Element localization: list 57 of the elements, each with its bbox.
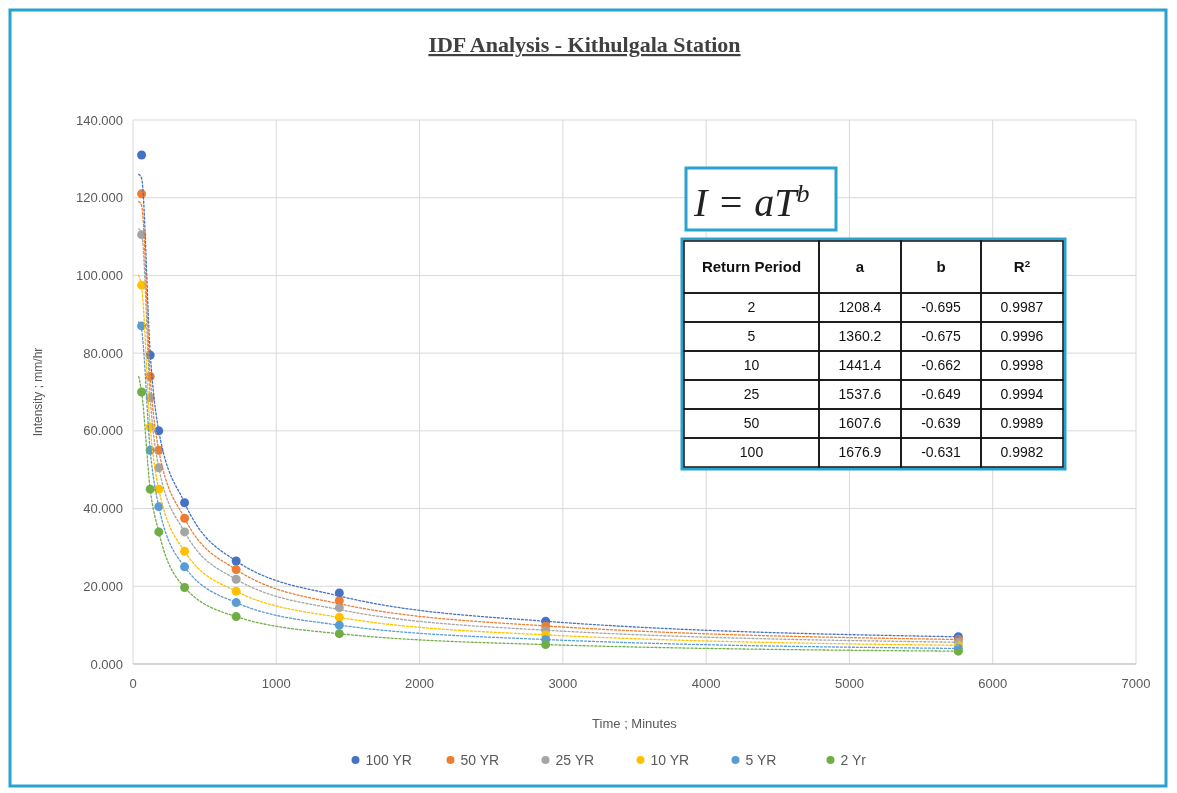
legend-label: 10 YR bbox=[650, 751, 690, 768]
annotation: a bbox=[855, 258, 865, 276]
legend-label: 100 YR bbox=[365, 751, 412, 768]
annotation: 1360.2 bbox=[838, 328, 882, 345]
annotation: b bbox=[936, 258, 946, 276]
x-tick-label: 7000 bbox=[1121, 676, 1151, 691]
x-tick-label: 3000 bbox=[548, 676, 578, 691]
annotation: R$^{2}$ bbox=[1013, 257, 1031, 276]
y-tick-label: 140.000 bbox=[76, 112, 123, 128]
x-tick-label: 6000 bbox=[978, 676, 1008, 691]
annotation: -0.649 bbox=[921, 386, 962, 403]
annotation: 0.9982 bbox=[1000, 444, 1044, 461]
legend-label: 5 YR bbox=[745, 751, 777, 768]
legend-label: 2 Yr bbox=[840, 751, 867, 768]
point bbox=[180, 582, 190, 592]
annotation: 1537.6 bbox=[838, 386, 882, 403]
annotation: 0.9998 bbox=[1000, 357, 1044, 374]
chart-title: IDF Analysis - Kithulgala Station bbox=[428, 32, 741, 57]
annotation: 10 bbox=[743, 357, 760, 374]
annotation: Return Period bbox=[701, 258, 802, 276]
annotation: 0.9996 bbox=[1000, 328, 1044, 345]
y-axis-title: Intensity ; mm/hr bbox=[31, 347, 45, 437]
annotation: 50 bbox=[743, 415, 760, 432]
annotation: 0.9994 bbox=[1000, 386, 1044, 403]
annotation: 1208.4 bbox=[838, 299, 882, 316]
annotation: -0.631 bbox=[921, 444, 962, 461]
annotation: -0.662 bbox=[921, 357, 962, 374]
annotation: 1607.6 bbox=[838, 415, 882, 432]
x-tick-label: 5000 bbox=[834, 676, 864, 691]
point bbox=[180, 513, 190, 523]
x-axis-title: Time ; Minutes bbox=[592, 716, 678, 731]
legend-label: 50 YR bbox=[460, 751, 500, 768]
annotation: 5 bbox=[747, 328, 756, 345]
y-tick-label: 60.000 bbox=[83, 423, 123, 439]
annotation: 0.9987 bbox=[1000, 299, 1044, 316]
legend-label: 25 YR bbox=[555, 751, 595, 768]
x-tick-label: 0 bbox=[129, 676, 137, 691]
annotation: 25 bbox=[743, 386, 760, 403]
point bbox=[137, 150, 147, 160]
annotation: 100 bbox=[739, 444, 764, 461]
x-tick-label: 2000 bbox=[405, 676, 435, 691]
annotation: 2 bbox=[747, 299, 756, 316]
y-tick-label: 80.000 bbox=[83, 345, 123, 361]
annotation: -0.695 bbox=[921, 299, 962, 316]
annotation: -0.639 bbox=[921, 415, 962, 432]
y-tick-label: 120.000 bbox=[76, 190, 123, 206]
annotation: 1441.4 bbox=[838, 357, 882, 374]
x-tick-label: 4000 bbox=[691, 676, 721, 691]
annotation: I = aT$^{b}$ bbox=[693, 178, 810, 225]
y-tick-label: 20.000 bbox=[83, 578, 123, 594]
annotation: 1676.9 bbox=[838, 444, 882, 461]
y-tick-label: 0.000 bbox=[90, 656, 123, 672]
annotation: 0.9989 bbox=[1000, 415, 1044, 432]
annotation: -0.675 bbox=[921, 328, 962, 345]
x-tick-label: 1000 bbox=[261, 676, 291, 691]
y-tick-label: 40.000 bbox=[83, 501, 123, 517]
y-tick-label: 100.000 bbox=[76, 267, 123, 283]
